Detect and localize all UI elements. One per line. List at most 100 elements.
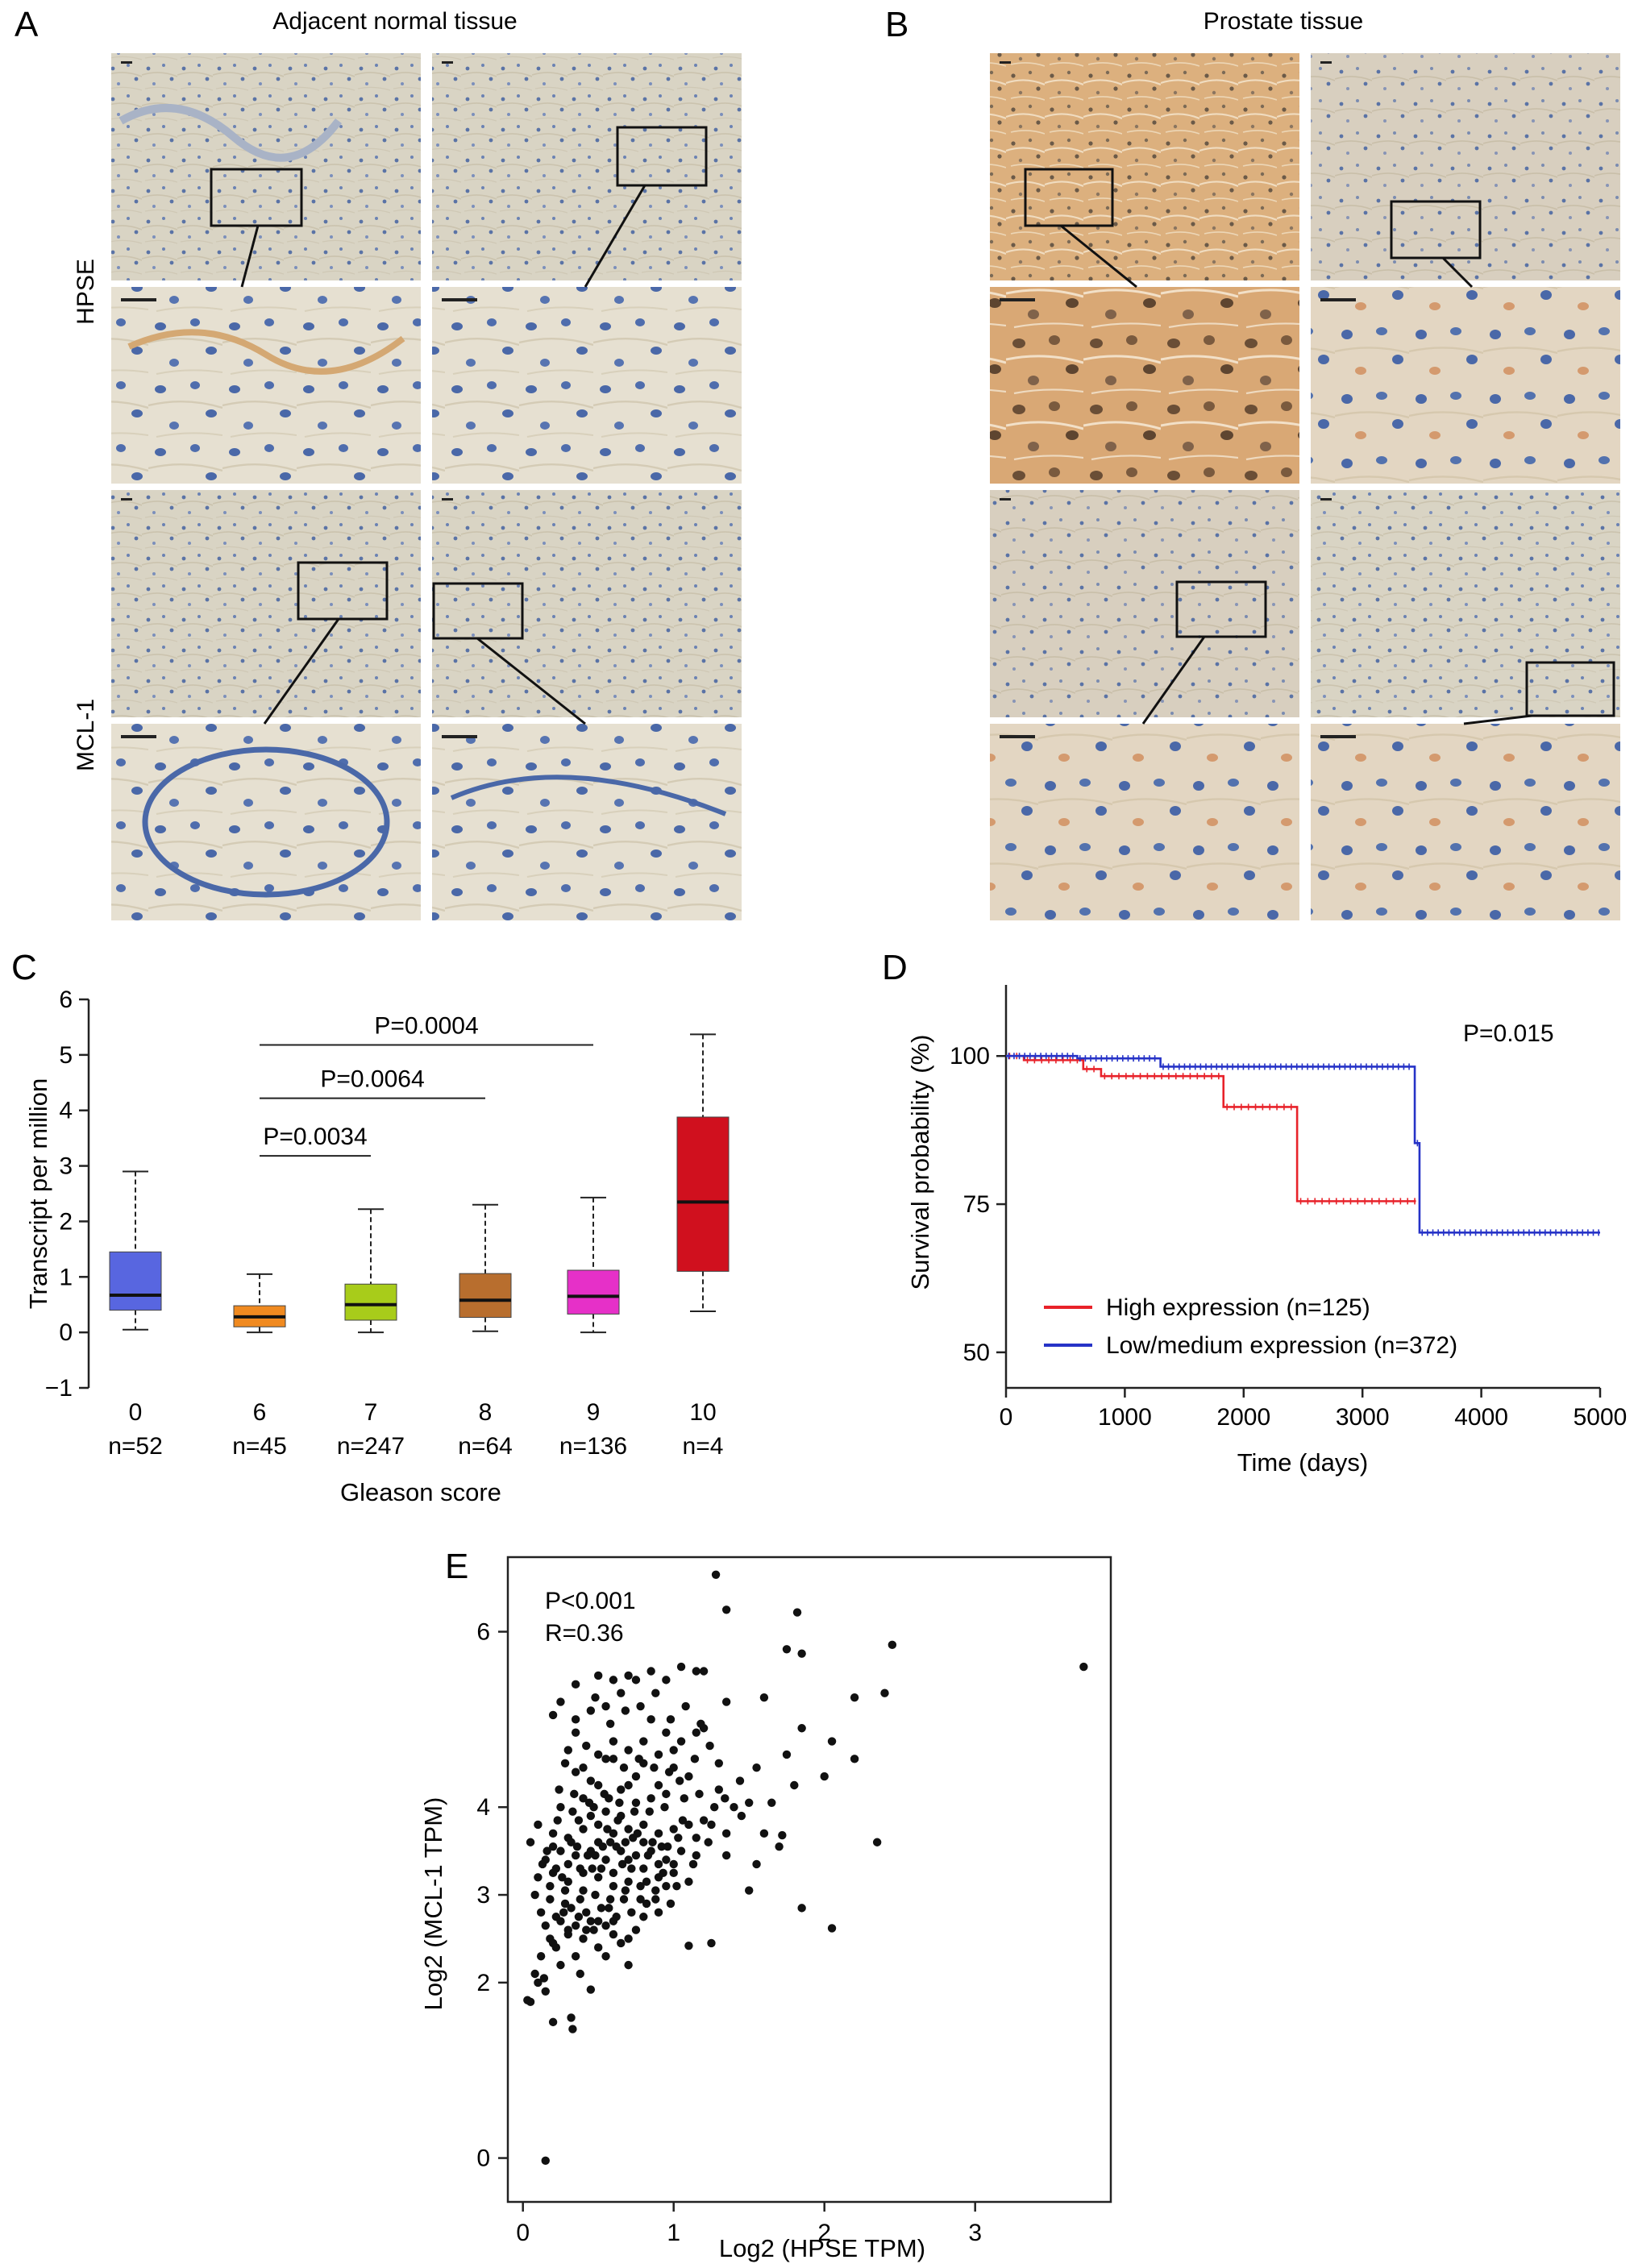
scatter-y-label: Log2 (MCL-1 TPM): [419, 1797, 447, 2011]
scatter-point: [582, 1925, 591, 1934]
scatter-point: [872, 1838, 882, 1846]
box-gleason-0: [109, 1170, 162, 1331]
scatter-point: [586, 1985, 596, 1994]
scatter-point: [579, 1763, 588, 1772]
scatter-point: [594, 1943, 603, 1952]
scatter-point: [648, 1838, 657, 1846]
box-y-label: Transcript per million: [24, 1078, 52, 1310]
scatter-point: [567, 1838, 576, 1846]
scatter-point: [639, 1838, 648, 1846]
panel-d-letter: D: [882, 948, 908, 987]
scatter-point: [571, 1952, 580, 1961]
scatter-point: [548, 2017, 558, 2027]
scatter-point: [645, 1807, 654, 1816]
x-tick-label: 0: [129, 1399, 143, 1426]
scatter-point: [639, 1913, 648, 1921]
scatter-point: [548, 1829, 558, 1838]
scatter-point: [639, 1864, 648, 1873]
scatter-point: [543, 1846, 551, 1855]
scatter-point: [681, 1701, 690, 1711]
scatter-point: [572, 1842, 582, 1851]
y-tick-label: 3: [59, 1153, 73, 1180]
scatter-point: [609, 1929, 618, 1939]
scatter-point: [709, 1803, 719, 1812]
scatter-point: [601, 1921, 610, 1930]
scatter-point: [624, 1780, 633, 1790]
y-tick-label: 75: [963, 1191, 990, 1218]
ihc-tumor-mcl1-col1: [990, 490, 1299, 920]
scatter-x-label: Log2 (HPSE TPM): [719, 2234, 925, 2262]
box-iqr: [567, 1269, 620, 1315]
scatter-point: [534, 1978, 543, 1988]
scatter-point: [548, 1938, 558, 1948]
scatter-point: [669, 1859, 678, 1869]
panel-a: A Adjacent normal tissue HPSE MCL-1: [15, 5, 742, 920]
scatter-point: [601, 1952, 610, 1961]
comparison-p-value: P=0.0034: [263, 1124, 367, 1150]
scatter-point: [662, 1789, 671, 1799]
y-tick-label: 6: [59, 987, 73, 1013]
box-x-ticks: 0 n=52 6 n=45 7 n=247 8 n=64 9 n=136 10 n=4: [108, 1399, 723, 1460]
scatter-point: [617, 1859, 627, 1869]
scatter-point: [662, 1676, 671, 1684]
panel-a-letter: A: [15, 5, 39, 44]
scatter-point: [541, 1921, 550, 1930]
scatter-point: [579, 1934, 588, 1943]
scatter-point: [586, 1917, 596, 1925]
scatter-point: [790, 1780, 799, 1790]
scatter-point: [672, 1881, 681, 1891]
scatter-point: [619, 1763, 629, 1772]
x-tick-label: 5000: [1574, 1404, 1628, 1431]
scatter-point: [556, 1960, 565, 1970]
scatter-point: [714, 1785, 723, 1794]
scatter-point: [631, 1676, 641, 1684]
scatter-point: [576, 1895, 584, 1904]
scatter-point: [586, 1776, 596, 1785]
ihc-normal-mcl1-col2: [432, 490, 742, 920]
box-gleason-10: [676, 1033, 730, 1312]
scatter-point: [680, 1794, 688, 1803]
scatter-point: [556, 1917, 565, 1925]
scatter-point: [792, 1608, 802, 1617]
scatter-point: [669, 1825, 678, 1834]
scatter-point: [576, 1969, 584, 1979]
scatter-point: [558, 1873, 567, 1882]
y-tick-label: 2: [59, 1208, 73, 1235]
scatter-point: [591, 1851, 600, 1860]
scatter-point: [555, 1785, 563, 1794]
row-label-hpse: HPSE: [73, 259, 99, 325]
panel-b-letter: B: [885, 5, 908, 44]
legend-label-high: High expression (n=125): [1106, 1294, 1370, 1321]
scatter-point: [621, 1886, 630, 1895]
scatter-point: [605, 1904, 613, 1913]
scatter-point: [567, 1904, 576, 1913]
x-tick-label: 10: [689, 1399, 716, 1426]
scatter-point: [570, 1789, 579, 1799]
scatter-point: [631, 1851, 641, 1860]
scatter-point: [695, 1789, 704, 1799]
ihc-tumor-mcl1-col2: [1311, 490, 1620, 920]
scatter-y-ticks: 0 2 3 4 6: [476, 1619, 508, 2172]
scatter-point: [631, 1925, 641, 1934]
scatter-point: [571, 1767, 580, 1776]
scatter-point: [654, 1908, 663, 1917]
survival-curves: [1006, 1053, 1600, 1236]
comparison-p-value: P=0.0004: [374, 1012, 478, 1039]
scatter-point: [669, 1868, 678, 1878]
y-tick-label: −1: [45, 1375, 73, 1402]
scatter-point: [556, 1846, 565, 1855]
panel-c: C −1 0 1 2 3 4 5 6 Transcript per million P=0.0…: [11, 948, 730, 1506]
scatter-point: [752, 1859, 761, 1869]
scatter-point: [721, 1605, 731, 1614]
x-tick-label: 6: [253, 1399, 267, 1426]
scatter-point: [586, 1811, 596, 1821]
y-tick-label: 5: [59, 1042, 73, 1069]
scatter-point: [624, 1960, 633, 1970]
scatter-point: [797, 1904, 806, 1913]
scatter-point: [707, 1938, 716, 1948]
survival-y-ticks: 50 75 100: [950, 1043, 1006, 1366]
scatter-point: [654, 1780, 663, 1790]
scatter-point: [639, 1737, 648, 1746]
